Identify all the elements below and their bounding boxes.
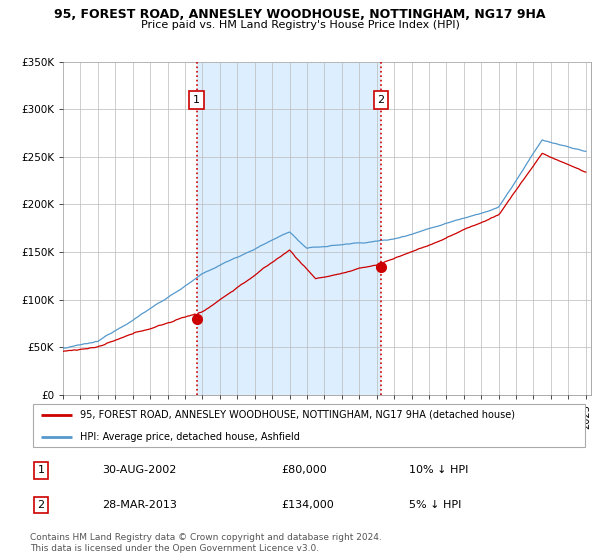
Text: 10% ↓ HPI: 10% ↓ HPI bbox=[409, 465, 469, 475]
Text: 95, FOREST ROAD, ANNESLEY WOODHOUSE, NOTTINGHAM, NG17 9HA: 95, FOREST ROAD, ANNESLEY WOODHOUSE, NOT… bbox=[54, 8, 546, 21]
Bar bbox=[197, 62, 381, 395]
Text: 5% ↓ HPI: 5% ↓ HPI bbox=[409, 500, 462, 510]
Text: 1: 1 bbox=[38, 465, 44, 475]
FancyBboxPatch shape bbox=[33, 404, 585, 447]
Text: 28-MAR-2013: 28-MAR-2013 bbox=[103, 500, 178, 510]
Text: Price paid vs. HM Land Registry's House Price Index (HPI): Price paid vs. HM Land Registry's House … bbox=[140, 20, 460, 30]
Text: 1: 1 bbox=[193, 95, 200, 105]
Text: Contains HM Land Registry data © Crown copyright and database right 2024.
This d: Contains HM Land Registry data © Crown c… bbox=[30, 533, 382, 553]
Text: 95, FOREST ROAD, ANNESLEY WOODHOUSE, NOTTINGHAM, NG17 9HA (detached house): 95, FOREST ROAD, ANNESLEY WOODHOUSE, NOT… bbox=[80, 410, 515, 420]
Text: 2: 2 bbox=[377, 95, 385, 105]
Text: HPI: Average price, detached house, Ashfield: HPI: Average price, detached house, Ashf… bbox=[80, 432, 300, 442]
Text: 2: 2 bbox=[38, 500, 45, 510]
Text: £80,000: £80,000 bbox=[281, 465, 327, 475]
Text: 30-AUG-2002: 30-AUG-2002 bbox=[103, 465, 177, 475]
Text: £134,000: £134,000 bbox=[281, 500, 334, 510]
